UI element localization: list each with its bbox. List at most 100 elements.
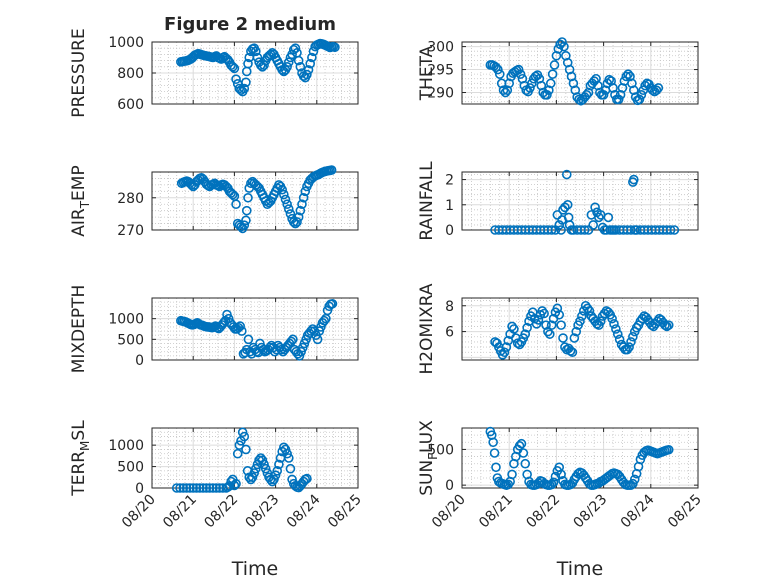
series-markers: [176, 38, 340, 97]
data-point: [567, 347, 578, 358]
y-tick-label: 1000: [108, 35, 144, 51]
data-point: [584, 306, 595, 316]
data-point: [544, 329, 555, 339]
y-tick-label: 280: [117, 191, 144, 207]
data-point: [218, 483, 228, 493]
data-point: [319, 315, 330, 326]
data-point: [520, 329, 531, 339]
data-point: [241, 205, 252, 216]
data-point: [552, 210, 563, 220]
x-tick-label: 08/24: [284, 491, 324, 531]
data-point: [232, 448, 243, 459]
data-point: [298, 192, 309, 203]
data-point: [546, 320, 557, 330]
data-point: [624, 342, 634, 352]
data-point: [252, 52, 263, 63]
data-point: [573, 468, 583, 479]
data-point: [498, 85, 509, 96]
data-point: [537, 306, 548, 316]
series-markers: [171, 427, 312, 493]
data-point: [288, 217, 299, 227]
data-point: [613, 94, 624, 105]
y-axis-label: AIRTEMP: [69, 165, 92, 236]
data-point: [295, 205, 306, 216]
plot-area: [461, 171, 699, 231]
data-point: [554, 220, 565, 230]
x-tick-label: 08/21: [476, 492, 516, 532]
data-point: [274, 459, 284, 470]
data-point: [201, 483, 212, 493]
series-markers: [490, 300, 674, 360]
data-point: [518, 448, 529, 458]
x-axis-label: Time: [231, 558, 279, 580]
data-point: [560, 202, 570, 213]
data-point: [282, 62, 292, 72]
data-point: [663, 320, 674, 330]
data-point: [628, 331, 638, 342]
data-point: [548, 477, 559, 488]
series-markers: [485, 37, 664, 106]
x-tick-label: 08/25: [325, 492, 365, 532]
data-point: [259, 60, 269, 71]
data-point: [302, 473, 312, 484]
data-point: [269, 474, 279, 485]
y-tick-label: 500: [117, 460, 144, 476]
data-point: [260, 463, 271, 474]
data-point: [231, 74, 241, 84]
y-tick-label: 800: [117, 66, 144, 82]
data-point: [513, 64, 524, 75]
x-tick-label: 08/24: [618, 491, 658, 531]
data-point: [590, 202, 600, 213]
axes-box: [151, 171, 359, 231]
x-tick-label: 08/25: [665, 492, 705, 532]
y-tick-label: 270: [117, 223, 144, 239]
data-point: [525, 83, 535, 93]
data-point: [565, 346, 576, 356]
data-point: [243, 334, 254, 345]
data-point: [515, 69, 526, 79]
data-point: [241, 215, 251, 226]
data-point: [626, 337, 636, 347]
data-point: [660, 320, 670, 330]
data-point: [621, 71, 632, 82]
data-point: [300, 186, 311, 197]
data-point: [243, 192, 253, 203]
data-point: [595, 316, 606, 327]
y-tick-label: 0: [445, 223, 454, 239]
data-point: [208, 483, 218, 493]
data-point: [571, 326, 582, 337]
panel-air-temp: 270 280 AIRTEMP: [69, 165, 359, 239]
data-point: [305, 58, 316, 69]
data-point: [516, 438, 527, 449]
data-point: [489, 448, 500, 458]
y-axis-label: SUNFLUX: [417, 420, 440, 496]
data-point: [292, 217, 302, 227]
x-tick-label: 08/20: [119, 492, 159, 532]
data-point: [283, 204, 294, 214]
data-point: [669, 225, 680, 235]
data-point: [539, 308, 549, 319]
data-point: [231, 478, 241, 489]
y-tick-label: 500: [427, 442, 454, 458]
data-point: [293, 212, 304, 222]
x-tick-label: 08/21: [160, 492, 200, 532]
data-point: [556, 320, 566, 330]
data-point: [280, 444, 291, 455]
data-point: [282, 199, 292, 210]
series-markers: [490, 169, 680, 235]
y-axis-label: TERRMSL: [69, 420, 92, 497]
data-point: [603, 212, 614, 223]
data-point: [307, 52, 317, 63]
data-point: [626, 225, 636, 235]
data-point: [295, 62, 306, 72]
data-point: [612, 329, 623, 339]
data-point: [609, 319, 619, 329]
data-point: [546, 225, 557, 235]
data-point: [227, 62, 238, 72]
data-point: [533, 315, 544, 325]
y-tick-label: 8: [445, 299, 454, 315]
data-point: [559, 41, 569, 52]
y-axis-label: MIXDEPTH: [69, 285, 89, 374]
data-point: [237, 326, 247, 336]
